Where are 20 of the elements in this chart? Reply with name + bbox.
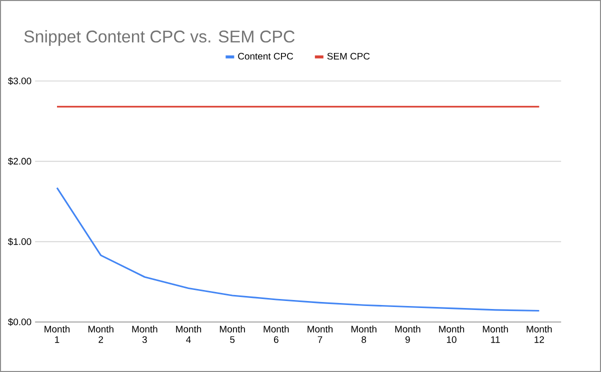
legend-label: SEM CPC <box>327 52 370 60</box>
x-tick-label: Month 8 <box>351 326 376 343</box>
line-series <box>56 187 540 312</box>
x-tick-label: Month 5 <box>220 326 245 343</box>
y-tick-label: $0.00 <box>8 318 32 326</box>
x-tick-label: Month 10 <box>439 326 464 343</box>
chart-title: Snippet Content CPC vs. SEM CPC <box>24 30 295 46</box>
y-tick-label: $3.00 <box>8 77 32 85</box>
x-tick-label: Month 7 <box>308 326 333 343</box>
x-tick-label: Month 6 <box>264 326 289 343</box>
x-tick-label: Month 4 <box>176 326 202 343</box>
x-tick-label: Month 3 <box>132 326 158 343</box>
x-tick-label: Month 11 <box>482 326 508 343</box>
x-tick-label: Month 1 <box>44 326 70 343</box>
y-tick-label: $1.00 <box>8 238 32 246</box>
legend-label: Content CPC <box>238 52 294 60</box>
x-tick-label: Month 12 <box>526 326 552 343</box>
x-tick-label: Month 9 <box>395 326 420 343</box>
x-tick-label: Month 2 <box>88 326 114 343</box>
y-tick-label: $2.00 <box>8 157 32 166</box>
